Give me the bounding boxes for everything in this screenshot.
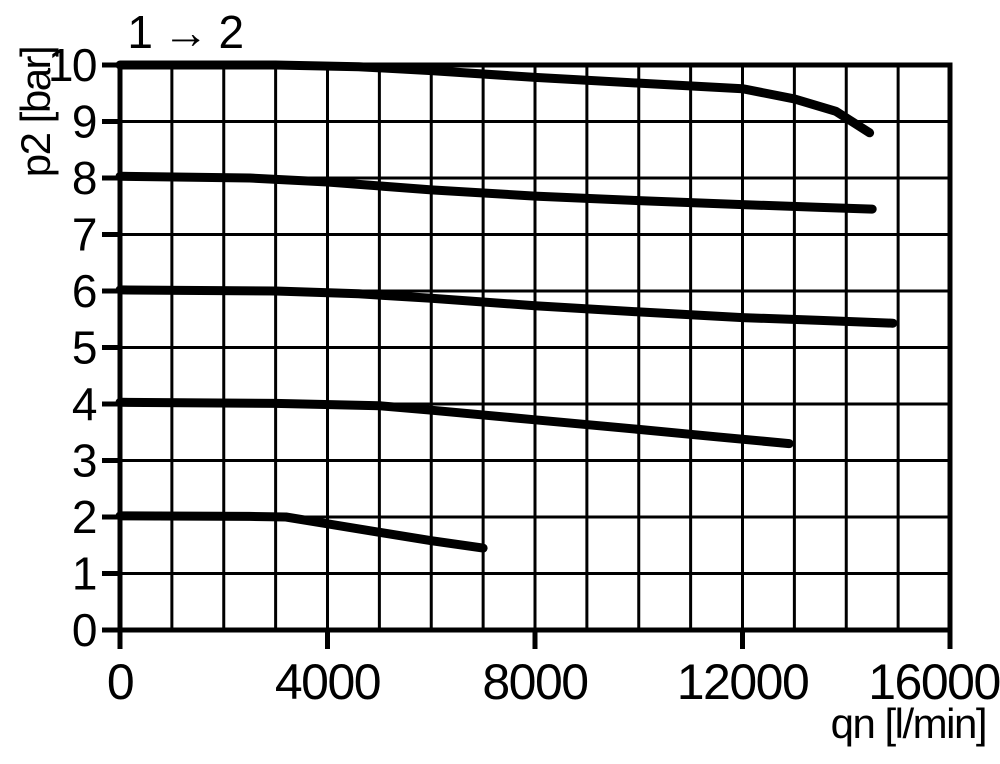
y-tick-label: 2 xyxy=(72,491,96,543)
curve-2-bar xyxy=(115,511,488,553)
y-tick-label: 1 xyxy=(72,548,96,600)
curve-8-bar xyxy=(115,171,877,214)
y-tick-label: 10 xyxy=(48,39,96,91)
y-tick-label: 8 xyxy=(72,152,96,204)
x-tick-label: 12000 xyxy=(677,654,809,710)
y-tick-label: 4 xyxy=(72,378,97,430)
y-tick-label: 6 xyxy=(72,265,96,317)
x-tick-label: 0 xyxy=(107,654,133,710)
y-tick-label: 5 xyxy=(72,322,96,374)
y-tick-label: 9 xyxy=(72,96,96,148)
x-tick-label: 8000 xyxy=(482,654,587,710)
chart-title: 1 → 2 xyxy=(127,6,242,58)
plot-grid xyxy=(120,65,950,630)
y-axis-label: p2 [bar] xyxy=(12,47,59,177)
curve-10-bar xyxy=(115,60,875,138)
x-tick-label: 16000 xyxy=(868,654,1000,710)
x-axis-label: qn [l/min] xyxy=(831,700,986,747)
flow-curves xyxy=(115,60,898,553)
y-tick-label: 0 xyxy=(72,604,96,656)
y-tick-label: 3 xyxy=(72,435,96,487)
x-tick-label: 4000 xyxy=(275,654,380,710)
y-tick-label: 7 xyxy=(72,209,96,261)
curve-6-bar xyxy=(115,285,898,328)
curve-4-bar xyxy=(115,397,794,449)
x-tick-labels: 0 4000 8000 12000 16000 xyxy=(107,654,1000,710)
axis-ticks xyxy=(102,62,953,649)
